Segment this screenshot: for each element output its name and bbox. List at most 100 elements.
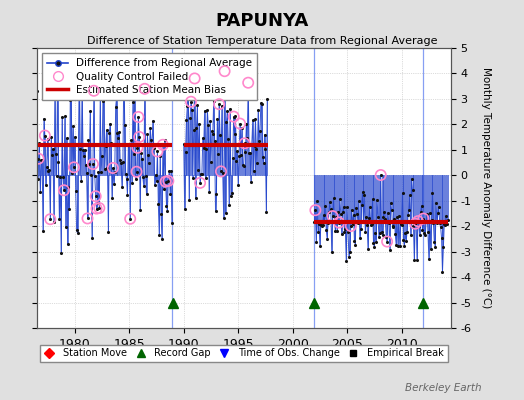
- Point: [351, 241, 359, 248]
- Point: [211, 137, 219, 144]
- Point: [223, 108, 232, 114]
- Point: [408, 186, 417, 193]
- Point: [126, 216, 134, 222]
- Point: [196, 180, 204, 186]
- Point: [197, 170, 205, 177]
- Point: [192, 124, 201, 131]
- Point: [231, 113, 239, 119]
- Point: [377, 229, 386, 236]
- Point: [180, 206, 189, 212]
- Point: [132, 176, 140, 182]
- Point: [206, 118, 214, 124]
- Point: [321, 203, 330, 210]
- Point: [252, 146, 260, 152]
- Text: Berkeley Earth: Berkeley Earth: [406, 383, 482, 393]
- Point: [408, 176, 416, 182]
- Point: [231, 131, 239, 137]
- Point: [100, 96, 108, 102]
- Point: [61, 224, 70, 230]
- Point: [411, 220, 419, 227]
- Point: [314, 229, 322, 235]
- Point: [94, 169, 103, 176]
- Point: [244, 80, 253, 86]
- Point: [133, 168, 141, 175]
- Point: [236, 120, 244, 127]
- Point: [253, 160, 261, 166]
- Point: [99, 98, 107, 105]
- Point: [367, 222, 375, 228]
- Point: [147, 137, 155, 143]
- Point: [248, 141, 256, 147]
- Point: [434, 204, 443, 210]
- Point: [158, 236, 166, 243]
- Point: [241, 148, 249, 155]
- Point: [356, 235, 364, 241]
- Point: [46, 216, 54, 222]
- Point: [262, 209, 270, 216]
- Point: [41, 132, 49, 139]
- Point: [381, 216, 389, 222]
- Point: [326, 206, 335, 212]
- Point: [40, 115, 48, 122]
- Point: [119, 65, 128, 71]
- Point: [382, 234, 390, 240]
- Point: [324, 220, 332, 226]
- Point: [81, 146, 89, 153]
- Point: [246, 150, 254, 156]
- Point: [115, 129, 124, 136]
- Point: [438, 269, 446, 275]
- Point: [370, 244, 378, 250]
- Point: [194, 166, 202, 173]
- Point: [37, 157, 46, 163]
- Point: [236, 120, 244, 127]
- Point: [409, 222, 418, 229]
- Point: [77, 178, 85, 184]
- Point: [371, 230, 379, 236]
- Point: [141, 173, 150, 179]
- Point: [221, 68, 229, 74]
- Point: [154, 201, 162, 207]
- Point: [350, 237, 358, 244]
- Point: [143, 131, 151, 137]
- Point: [416, 232, 424, 238]
- Point: [161, 178, 170, 185]
- Point: [205, 189, 213, 195]
- Point: [188, 106, 196, 113]
- Point: [87, 172, 95, 178]
- Point: [183, 103, 192, 109]
- Point: [348, 221, 357, 227]
- Point: [133, 144, 141, 151]
- Point: [334, 208, 342, 215]
- Point: [180, 141, 188, 148]
- Point: [119, 159, 127, 166]
- Point: [168, 219, 176, 226]
- Point: [50, 219, 58, 225]
- Point: [193, 102, 202, 108]
- Point: [374, 214, 382, 220]
- Point: [248, 117, 257, 124]
- Point: [64, 184, 73, 190]
- Point: [74, 141, 83, 148]
- Point: [444, 216, 452, 223]
- Point: [235, 153, 243, 159]
- Point: [69, 122, 77, 129]
- Point: [384, 209, 392, 216]
- Point: [238, 162, 247, 168]
- Point: [397, 221, 405, 227]
- Point: [319, 222, 327, 229]
- Point: [190, 127, 198, 133]
- Point: [153, 148, 161, 155]
- Point: [427, 246, 435, 252]
- Point: [198, 171, 206, 177]
- Point: [375, 234, 383, 240]
- Point: [49, 146, 57, 152]
- Point: [346, 223, 355, 229]
- Point: [122, 171, 130, 177]
- Point: [347, 206, 356, 213]
- Point: [203, 107, 212, 114]
- Point: [431, 243, 440, 250]
- Point: [107, 140, 115, 146]
- Point: [52, 172, 61, 179]
- Point: [313, 198, 321, 204]
- Point: [96, 96, 104, 102]
